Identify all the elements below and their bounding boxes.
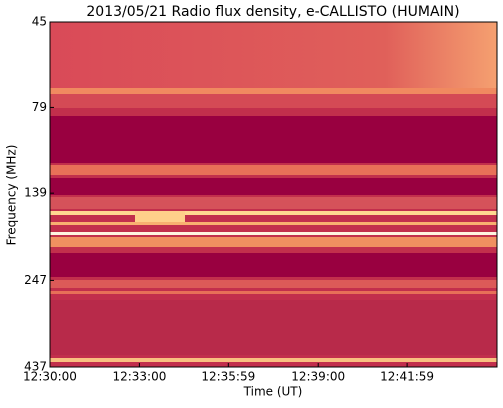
plot-frame: [49, 21, 498, 368]
x-tick-label: 12:33:00: [112, 370, 166, 384]
x-tick-label: 12:39:00: [291, 370, 345, 384]
x-tick-label: 12:30:00: [23, 370, 77, 384]
y-tick-label: 45: [32, 15, 47, 29]
x-tick-label: 12:41:59: [380, 370, 434, 384]
y-axis-label: Frequency (MHz): [5, 145, 19, 246]
spectrogram-image: [50, 22, 497, 367]
x-tick-label: 12:35:59: [201, 370, 255, 384]
y-tick-label: 247: [24, 273, 47, 287]
x-axis-label: Time (UT): [243, 385, 303, 399]
y-tick-label: 437: [24, 360, 47, 374]
y-tick-label: 139: [24, 186, 47, 200]
chart-title: 2013/05/21 Radio flux density, e-CALLIST…: [86, 4, 459, 20]
y-tick-label: 79: [32, 100, 47, 114]
